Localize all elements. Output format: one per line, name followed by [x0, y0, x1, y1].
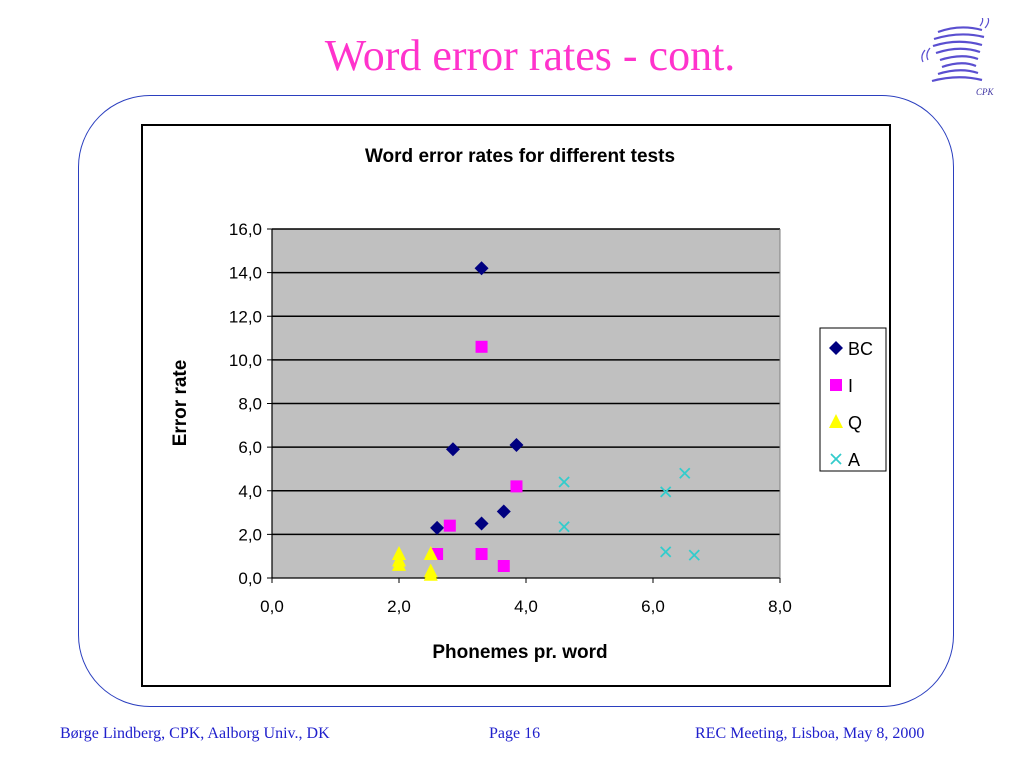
data-point-a	[558, 476, 570, 488]
scatter-chart: Word error rates for different tests 0,0…	[170, 146, 887, 663]
axes	[267, 228, 781, 583]
x-tick-label: 4,0	[514, 597, 538, 616]
data-point-i	[443, 519, 456, 532]
data-point-a	[679, 467, 691, 479]
data-point-q	[392, 556, 406, 571]
y-tick-label: 2,0	[238, 525, 262, 544]
cpk-logo: CPK	[921, 18, 995, 97]
data-point-a	[558, 521, 570, 533]
y-tick-label: 8,0	[238, 395, 262, 414]
data-point-bc	[474, 516, 489, 531]
x-tick-label: 6,0	[641, 597, 665, 616]
legend: BC IQA	[819, 327, 887, 472]
data-point-a	[660, 546, 672, 558]
data-point-a	[660, 486, 672, 498]
content-frame	[78, 95, 954, 707]
y-tick-label: 14,0	[229, 264, 262, 283]
y-tick-label: 10,0	[229, 351, 262, 370]
data-point-i	[475, 340, 488, 353]
data-point-i	[475, 548, 488, 561]
footer-page-number: Page 16	[489, 725, 541, 742]
chart-title: Word error rates for different tests	[365, 146, 675, 167]
data-point-a	[688, 549, 700, 561]
data-point-i	[510, 480, 523, 493]
legend-marker-bc	[829, 341, 843, 355]
data-point-bc	[430, 520, 445, 535]
gridlines	[272, 228, 780, 536]
legend-label-i: I	[848, 376, 853, 396]
data-point-q	[423, 546, 438, 561]
y-tick-label: 12,0	[229, 307, 262, 326]
slide-title: Word error rates - cont.	[324, 31, 736, 80]
data-point-i	[497, 560, 510, 573]
y-tick-label: 4,0	[238, 482, 262, 501]
logo-text: CPK	[976, 87, 995, 97]
x-tick-label: 8,0	[768, 597, 792, 616]
legend-marker-i	[830, 379, 842, 391]
y-tick-labels: 0,0 2,0 4,0 6,0 8,0 10,0 12,0 14,0 16,0	[229, 220, 262, 588]
footer-event: REC Meeting, Lisboa, May 8, 2000	[695, 725, 925, 742]
y-tick-label: 16,0	[229, 220, 262, 239]
data-points	[392, 261, 700, 581]
legend-marker-q	[829, 414, 843, 428]
y-tick-label: 0,0	[238, 569, 262, 588]
x-tick-label: 0,0	[260, 597, 284, 616]
legend-label-a: A	[848, 450, 860, 470]
data-point-bc	[474, 261, 489, 276]
x-axis-label: Phonemes pr. word	[432, 642, 607, 663]
x-tick-label: 2,0	[387, 597, 411, 616]
y-axis-label: Error rate	[170, 360, 191, 447]
chart-area: Word error rates for different tests 0,0…	[141, 124, 891, 687]
data-point-bc	[496, 504, 511, 519]
x-tick-labels: 0,0 2,0 4,0 6,0 8,0	[260, 597, 792, 616]
data-point-q	[423, 566, 438, 581]
data-point-bc	[445, 442, 460, 457]
legend-label-q: Q	[848, 413, 862, 433]
footer-author: Børge Lindberg, CPK, Aalborg Univ., DK	[60, 725, 330, 742]
legend-marker-a	[830, 453, 842, 465]
y-tick-label: 6,0	[238, 438, 262, 457]
legend-box	[819, 327, 887, 472]
legend-label-bc: BC	[848, 339, 873, 359]
